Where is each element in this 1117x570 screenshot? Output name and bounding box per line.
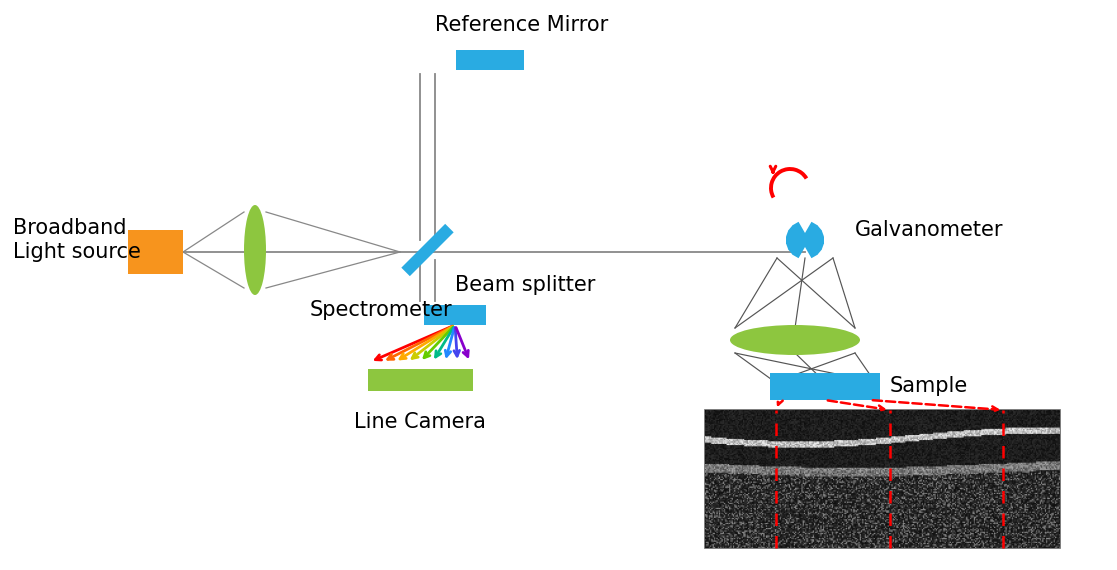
Text: Spectrometer: Spectrometer [311, 300, 452, 320]
FancyBboxPatch shape [367, 369, 472, 391]
Polygon shape [789, 225, 822, 255]
Polygon shape [792, 222, 818, 258]
Ellipse shape [244, 205, 266, 295]
FancyBboxPatch shape [424, 305, 486, 325]
Text: Line Camera: Line Camera [354, 412, 486, 432]
Polygon shape [786, 230, 824, 250]
Polygon shape [789, 225, 822, 255]
FancyBboxPatch shape [705, 410, 1060, 548]
Polygon shape [792, 222, 818, 258]
Polygon shape [401, 224, 454, 276]
FancyBboxPatch shape [456, 50, 524, 70]
Polygon shape [786, 237, 824, 243]
Text: Galvanometer: Galvanometer [855, 220, 1003, 240]
Text: Reference Mirror: Reference Mirror [435, 15, 609, 35]
Polygon shape [786, 230, 824, 250]
Text: Beam splitter: Beam splitter [455, 275, 595, 295]
Ellipse shape [731, 325, 860, 355]
FancyBboxPatch shape [770, 373, 880, 400]
FancyBboxPatch shape [128, 230, 183, 274]
Text: Sample: Sample [890, 377, 968, 397]
Text: Broadband
Light source: Broadband Light source [13, 218, 141, 262]
